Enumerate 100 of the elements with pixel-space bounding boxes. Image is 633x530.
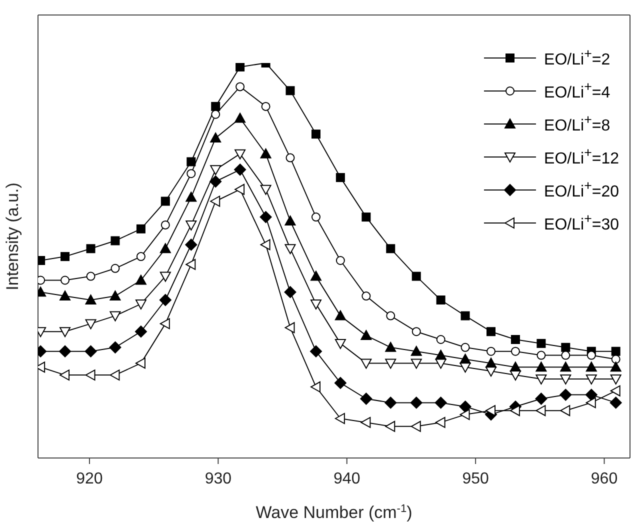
point (135, 358, 146, 369)
x-tick-label: 960 (590, 470, 618, 488)
point (560, 405, 570, 416)
point (560, 374, 572, 384)
point (60, 276, 70, 285)
point (560, 362, 572, 372)
point (186, 169, 196, 178)
point (435, 358, 446, 369)
point (436, 296, 446, 304)
point (611, 354, 620, 364)
x-tick-label: 950 (462, 470, 490, 488)
legend-label: EO/Li$^{+}$=30 (544, 210, 619, 234)
point (186, 192, 197, 202)
point (284, 286, 296, 298)
point (86, 272, 96, 281)
point (460, 362, 471, 373)
point (536, 374, 547, 384)
point (336, 256, 345, 265)
point (234, 164, 246, 176)
point (311, 212, 320, 222)
point (586, 397, 596, 408)
point (460, 342, 470, 352)
point (510, 405, 520, 416)
point (286, 153, 295, 162)
point (261, 102, 270, 111)
point (160, 272, 171, 282)
point (110, 236, 120, 246)
point (109, 341, 122, 354)
point (159, 294, 172, 306)
point (284, 216, 296, 226)
point (510, 370, 521, 381)
point (86, 244, 96, 254)
point (186, 220, 197, 230)
point (160, 220, 170, 230)
point (386, 244, 396, 254)
point (310, 345, 322, 358)
point (585, 388, 598, 401)
point (110, 290, 121, 301)
point (586, 362, 597, 372)
point (535, 392, 548, 405)
point (186, 157, 196, 166)
point (310, 270, 322, 281)
point (60, 290, 71, 301)
point (610, 396, 622, 409)
point (434, 396, 447, 409)
point (460, 311, 470, 320)
point (386, 311, 396, 320)
point (360, 416, 371, 428)
point (334, 413, 345, 424)
legend-label: EO/Li$^{+}$=2 (544, 46, 610, 70)
point (385, 420, 396, 432)
point (310, 299, 322, 310)
point (234, 149, 246, 160)
point (610, 362, 622, 372)
point (210, 196, 220, 207)
point (486, 327, 496, 336)
point (435, 416, 446, 428)
point (336, 173, 345, 182)
point (459, 400, 472, 413)
point (286, 86, 295, 96)
point (185, 238, 198, 251)
point (410, 358, 422, 369)
point (210, 165, 222, 176)
legend-label: EO/Li$^{+}$=20 (544, 178, 619, 202)
x-tick-label: 920 (76, 470, 103, 488)
point (412, 327, 421, 336)
point (510, 335, 520, 344)
point (311, 130, 320, 139)
point (560, 388, 572, 401)
point (284, 244, 296, 254)
point (211, 110, 220, 119)
point (486, 366, 497, 377)
point (334, 338, 346, 349)
point (60, 252, 70, 262)
point (334, 376, 346, 389)
legend-label: EO/Li$^{+}$=8 (544, 112, 610, 136)
point (236, 82, 245, 92)
point (510, 346, 520, 356)
point (536, 350, 546, 360)
point (60, 370, 70, 381)
point (136, 252, 146, 262)
legend-label: EO/Li$^{+}$=12 (544, 144, 619, 168)
point (110, 264, 120, 273)
point (136, 224, 146, 234)
point (385, 342, 396, 352)
point (260, 211, 272, 224)
point (486, 346, 496, 356)
point (611, 346, 620, 356)
point (334, 310, 346, 320)
point (236, 63, 245, 72)
point (586, 374, 597, 384)
point (210, 176, 222, 188)
point (360, 330, 372, 340)
point (135, 299, 146, 310)
point (436, 335, 446, 344)
point (85, 370, 96, 381)
point (210, 132, 222, 143)
point (260, 148, 272, 158)
point (60, 327, 71, 338)
point (536, 362, 547, 372)
